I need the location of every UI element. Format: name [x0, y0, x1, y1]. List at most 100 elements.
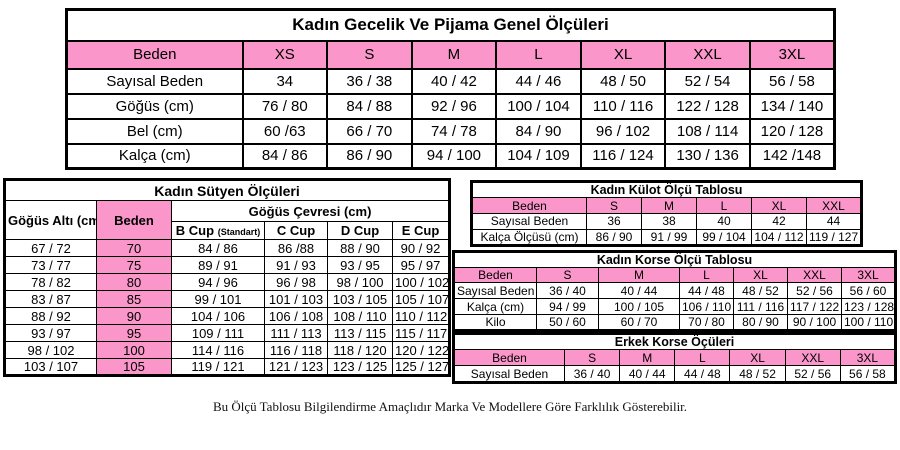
- table-cell: 94 / 96: [171, 273, 265, 291]
- table-title: Kadın Sütyen Ölçüleri: [4, 179, 450, 201]
- table-cell: 98 / 100: [327, 273, 393, 291]
- table-row: 78 / 82 80 94 / 96 96 / 98 98 / 100 100 / 102: [4, 273, 450, 291]
- row-label: 98 / 102: [4, 341, 97, 359]
- table-cell: 95: [96, 324, 172, 342]
- column-header: M: [410, 39, 498, 70]
- table-cell: 44 / 48: [674, 365, 731, 383]
- table-cell: 84 / 88: [326, 92, 413, 120]
- table-row: 93 / 97 95 109 / 111 111 / 113 113 / 115 115 …: [4, 324, 450, 342]
- table-cell: 134 / 140: [748, 92, 836, 120]
- column-header: S: [536, 267, 599, 283]
- column-header: XXL: [787, 267, 842, 283]
- table-cell: 56 / 58: [839, 365, 897, 383]
- table-cell: 92 / 96: [410, 92, 498, 120]
- table-cell: 108 / 110: [327, 307, 393, 325]
- table-cell: 111 / 116: [733, 298, 788, 315]
- table-cell: 113 / 115: [327, 324, 393, 342]
- table-title: Kadın Gecelik Ve Pijama Genel Ölçüleri: [65, 8, 836, 42]
- table-cell: 90: [96, 307, 172, 325]
- table-cell: 89 / 91: [171, 256, 265, 274]
- column-header: 3XL: [839, 349, 897, 366]
- table-cell: 44 / 46: [495, 67, 582, 95]
- table-cell: 115 / 117: [392, 324, 450, 342]
- table-cell: 86 / 90: [326, 142, 413, 170]
- table-cell: 130 / 136: [664, 142, 751, 170]
- table-cell: 100: [96, 341, 172, 359]
- table-header-row: Beden S M L XL XXL: [471, 197, 862, 214]
- table-cell: 91 / 99: [641, 228, 697, 246]
- table-cell: 90 / 92: [392, 239, 450, 257]
- table-cell: 117 / 122: [787, 298, 842, 315]
- table-cell: 100 / 110: [841, 314, 896, 331]
- table-row: Sayısal Beden 36 38 40 42 44: [471, 213, 862, 230]
- table-cell: 105 / 107: [392, 290, 450, 308]
- column-header: Beden: [453, 349, 565, 366]
- table-cell: 101 / 103: [264, 290, 328, 308]
- table-cell: 74 / 78: [410, 117, 498, 145]
- row-label: Kalça (cm): [65, 142, 244, 170]
- table-cell: 56 / 58: [748, 67, 836, 95]
- table-row: 103 / 107 105 119 / 121 121 / 123 123 / 125 1…: [4, 358, 450, 376]
- table-title-row: Kadın Gecelik Ve Pijama Genel Ölçüleri: [65, 8, 836, 42]
- table-row: Kalça (cm) 94 / 99 100 / 105 106 / 110 111 /…: [453, 298, 896, 315]
- row-label: 103 / 107: [4, 358, 97, 376]
- table-cell: 100 / 102: [392, 273, 450, 291]
- table-cell: 52 / 56: [787, 282, 842, 299]
- table-title-row: Erkek Korse Öçüleri: [453, 333, 896, 350]
- table-cell: 121 / 123: [264, 358, 328, 376]
- table-cell: 75: [96, 256, 172, 274]
- column-header: XXL: [664, 39, 751, 70]
- table-cell: 106 / 110: [679, 298, 734, 315]
- table-row: Sayısal Beden 36 / 40 40 / 44 44 / 48 48 / 5…: [453, 282, 896, 299]
- table-cell: 100 / 104: [495, 92, 582, 120]
- table-cell: 50 / 60: [536, 314, 599, 331]
- table-cell: 96 / 98: [264, 273, 328, 291]
- disclaimer-text: Bu Ölçü Tablosu Bilgilendirme Amaçlıdır …: [212, 399, 688, 414]
- table-cell: 110 / 116: [579, 92, 667, 120]
- row-label: 88 / 92: [4, 307, 97, 325]
- column-header: XL: [751, 197, 807, 214]
- table-row: 83 / 87 85 99 / 101 101 / 103 103 / 105 105 /…: [4, 290, 450, 308]
- table-header-row: Beden S M L XL XXL 3XL: [453, 267, 896, 283]
- table-cell: 76 / 80: [241, 92, 329, 120]
- table-cell: 44 / 48: [679, 282, 734, 299]
- column-header: XL: [579, 39, 667, 70]
- column-header: L: [674, 349, 731, 366]
- table-cell: 93 / 95: [327, 256, 393, 274]
- table-cell: 48 / 50: [579, 67, 667, 95]
- table-cell: 95 / 97: [392, 256, 450, 274]
- column-header: M: [598, 267, 680, 283]
- table-cell: 94 / 100: [410, 142, 498, 170]
- table-title: Kadın Korse Ölçü Tablosu: [453, 251, 896, 268]
- table-row: Sayısal Beden 36 / 40 40 / 44 44 / 48 48 / 5…: [453, 365, 897, 383]
- table-cell: 84 / 86: [241, 142, 329, 170]
- column-header: Göğüs Altı (cm): [4, 200, 97, 240]
- table-cell: 119 / 121: [171, 358, 265, 376]
- table-cell: 106 / 108: [264, 307, 328, 325]
- erkek-korse-size-table: Erkek Korse Öçüleri Beden S M L XL XXL 3XL Sayıs…: [452, 332, 897, 384]
- table-cell: 86 / 90: [586, 228, 642, 246]
- table-cell: 116 / 124: [579, 142, 667, 170]
- kulot-size-table: Kadın Külot Ölçü Tablosu Beden S M L XL XXL Say…: [470, 180, 863, 247]
- row-label: Göğüs (cm): [65, 92, 244, 120]
- column-header: M: [641, 197, 697, 214]
- column-header: XXL: [806, 197, 862, 214]
- table-header-row: Göğüs Altı (cm) Beden Göğüs Çevresi (cm): [4, 200, 450, 240]
- table-header-row: Beden XS S M L XL XXL 3XL: [65, 39, 836, 70]
- table-cell: 56 / 60: [841, 282, 896, 299]
- table-row: Göğüs (cm) 76 / 80 84 / 88 92 / 96 100 / 104…: [65, 92, 836, 120]
- column-header: Beden: [96, 200, 172, 240]
- table-cell: 111 / 113: [264, 324, 328, 342]
- row-label: 78 / 82: [4, 273, 97, 291]
- table-cell: 86 /88: [264, 239, 328, 257]
- table-row: Kalça Ölçüsü (cm) 86 / 90 91 / 99 99 / 104 1…: [471, 228, 862, 246]
- row-label: Sayısal Beden: [65, 67, 244, 95]
- row-label: 93 / 97: [4, 324, 97, 342]
- table-cell: 96 / 102: [579, 117, 667, 145]
- table-cell: 70 / 80: [679, 314, 734, 331]
- column-header: XL: [733, 267, 788, 283]
- column-group-header: Göğüs Çevresi (cm): [171, 200, 450, 222]
- table-cell: 118 / 120: [327, 341, 393, 359]
- column-header: M: [619, 349, 676, 366]
- table-cell: 99 / 101: [171, 290, 265, 308]
